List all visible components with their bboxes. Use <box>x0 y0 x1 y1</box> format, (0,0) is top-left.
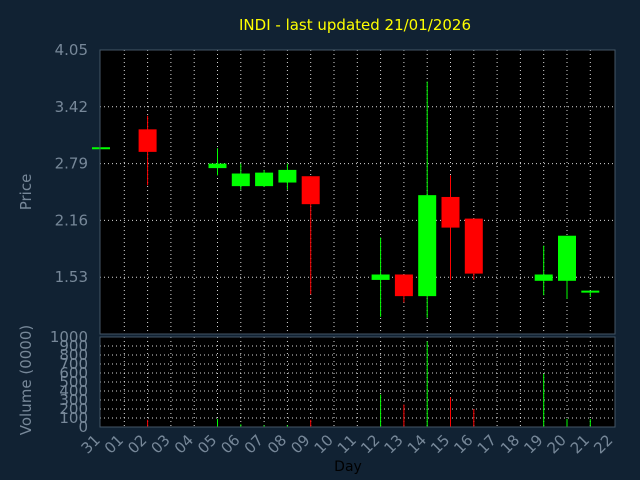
volume-tick-label: 700 <box>59 355 88 373</box>
volume-axis-label: Volume (0000) <box>17 325 35 435</box>
x-axis-ticks: 3101020304050607080910111213141516171819… <box>78 431 617 457</box>
volume-tick-label: 100 <box>59 409 88 427</box>
volume-gridlines <box>100 337 615 427</box>
price-panel: 1.53 2.16 2.79 3.42 4.05 <box>55 41 616 335</box>
price-tick-label: 2.79 <box>55 155 88 173</box>
candle-body <box>418 195 437 297</box>
price-candles <box>92 81 600 318</box>
volume-tick-label: 900 <box>59 337 88 355</box>
price-tick-label: 3.42 <box>55 98 88 116</box>
candle-body <box>441 196 460 228</box>
candle-body <box>558 235 576 281</box>
volume-tick-label: 1000 <box>50 328 88 346</box>
volume-tick-label: 500 <box>59 373 88 391</box>
volume-tick-label: 0 <box>78 418 88 436</box>
volume-bars <box>147 341 591 427</box>
candle-body <box>278 169 297 183</box>
candle-body <box>394 274 413 297</box>
candle-body <box>301 176 320 205</box>
candle-body <box>255 172 274 187</box>
candle-body <box>208 163 227 169</box>
candle-body <box>371 274 390 280</box>
volume-tick-label: 300 <box>59 391 88 409</box>
price-plot-area <box>100 50 615 334</box>
x-axis-label: Day <box>334 459 362 475</box>
candle-body <box>231 173 250 187</box>
price-plot-frame <box>99 49 616 335</box>
volume-tick-label: 200 <box>59 400 88 418</box>
price-tick-label: 4.05 <box>55 41 88 59</box>
price-axis-ticks: 1.53 2.16 2.79 3.42 4.05 <box>55 41 88 286</box>
price-tick-label: 2.16 <box>55 211 88 229</box>
chart-title: INDI - last updated 21/01/2026 <box>239 16 471 34</box>
volume-tick-label: 400 <box>59 382 88 400</box>
price-gridlines <box>100 50 615 334</box>
price-axis-label: Price <box>17 174 35 211</box>
volume-tick-label: 600 <box>59 364 88 382</box>
volume-plot-frame <box>99 336 616 428</box>
volume-tick-label: 800 <box>59 346 88 364</box>
candle-body <box>534 274 553 281</box>
candle-body <box>138 129 157 152</box>
candle-body <box>464 218 483 274</box>
price-tick-label: 1.53 <box>55 268 88 286</box>
